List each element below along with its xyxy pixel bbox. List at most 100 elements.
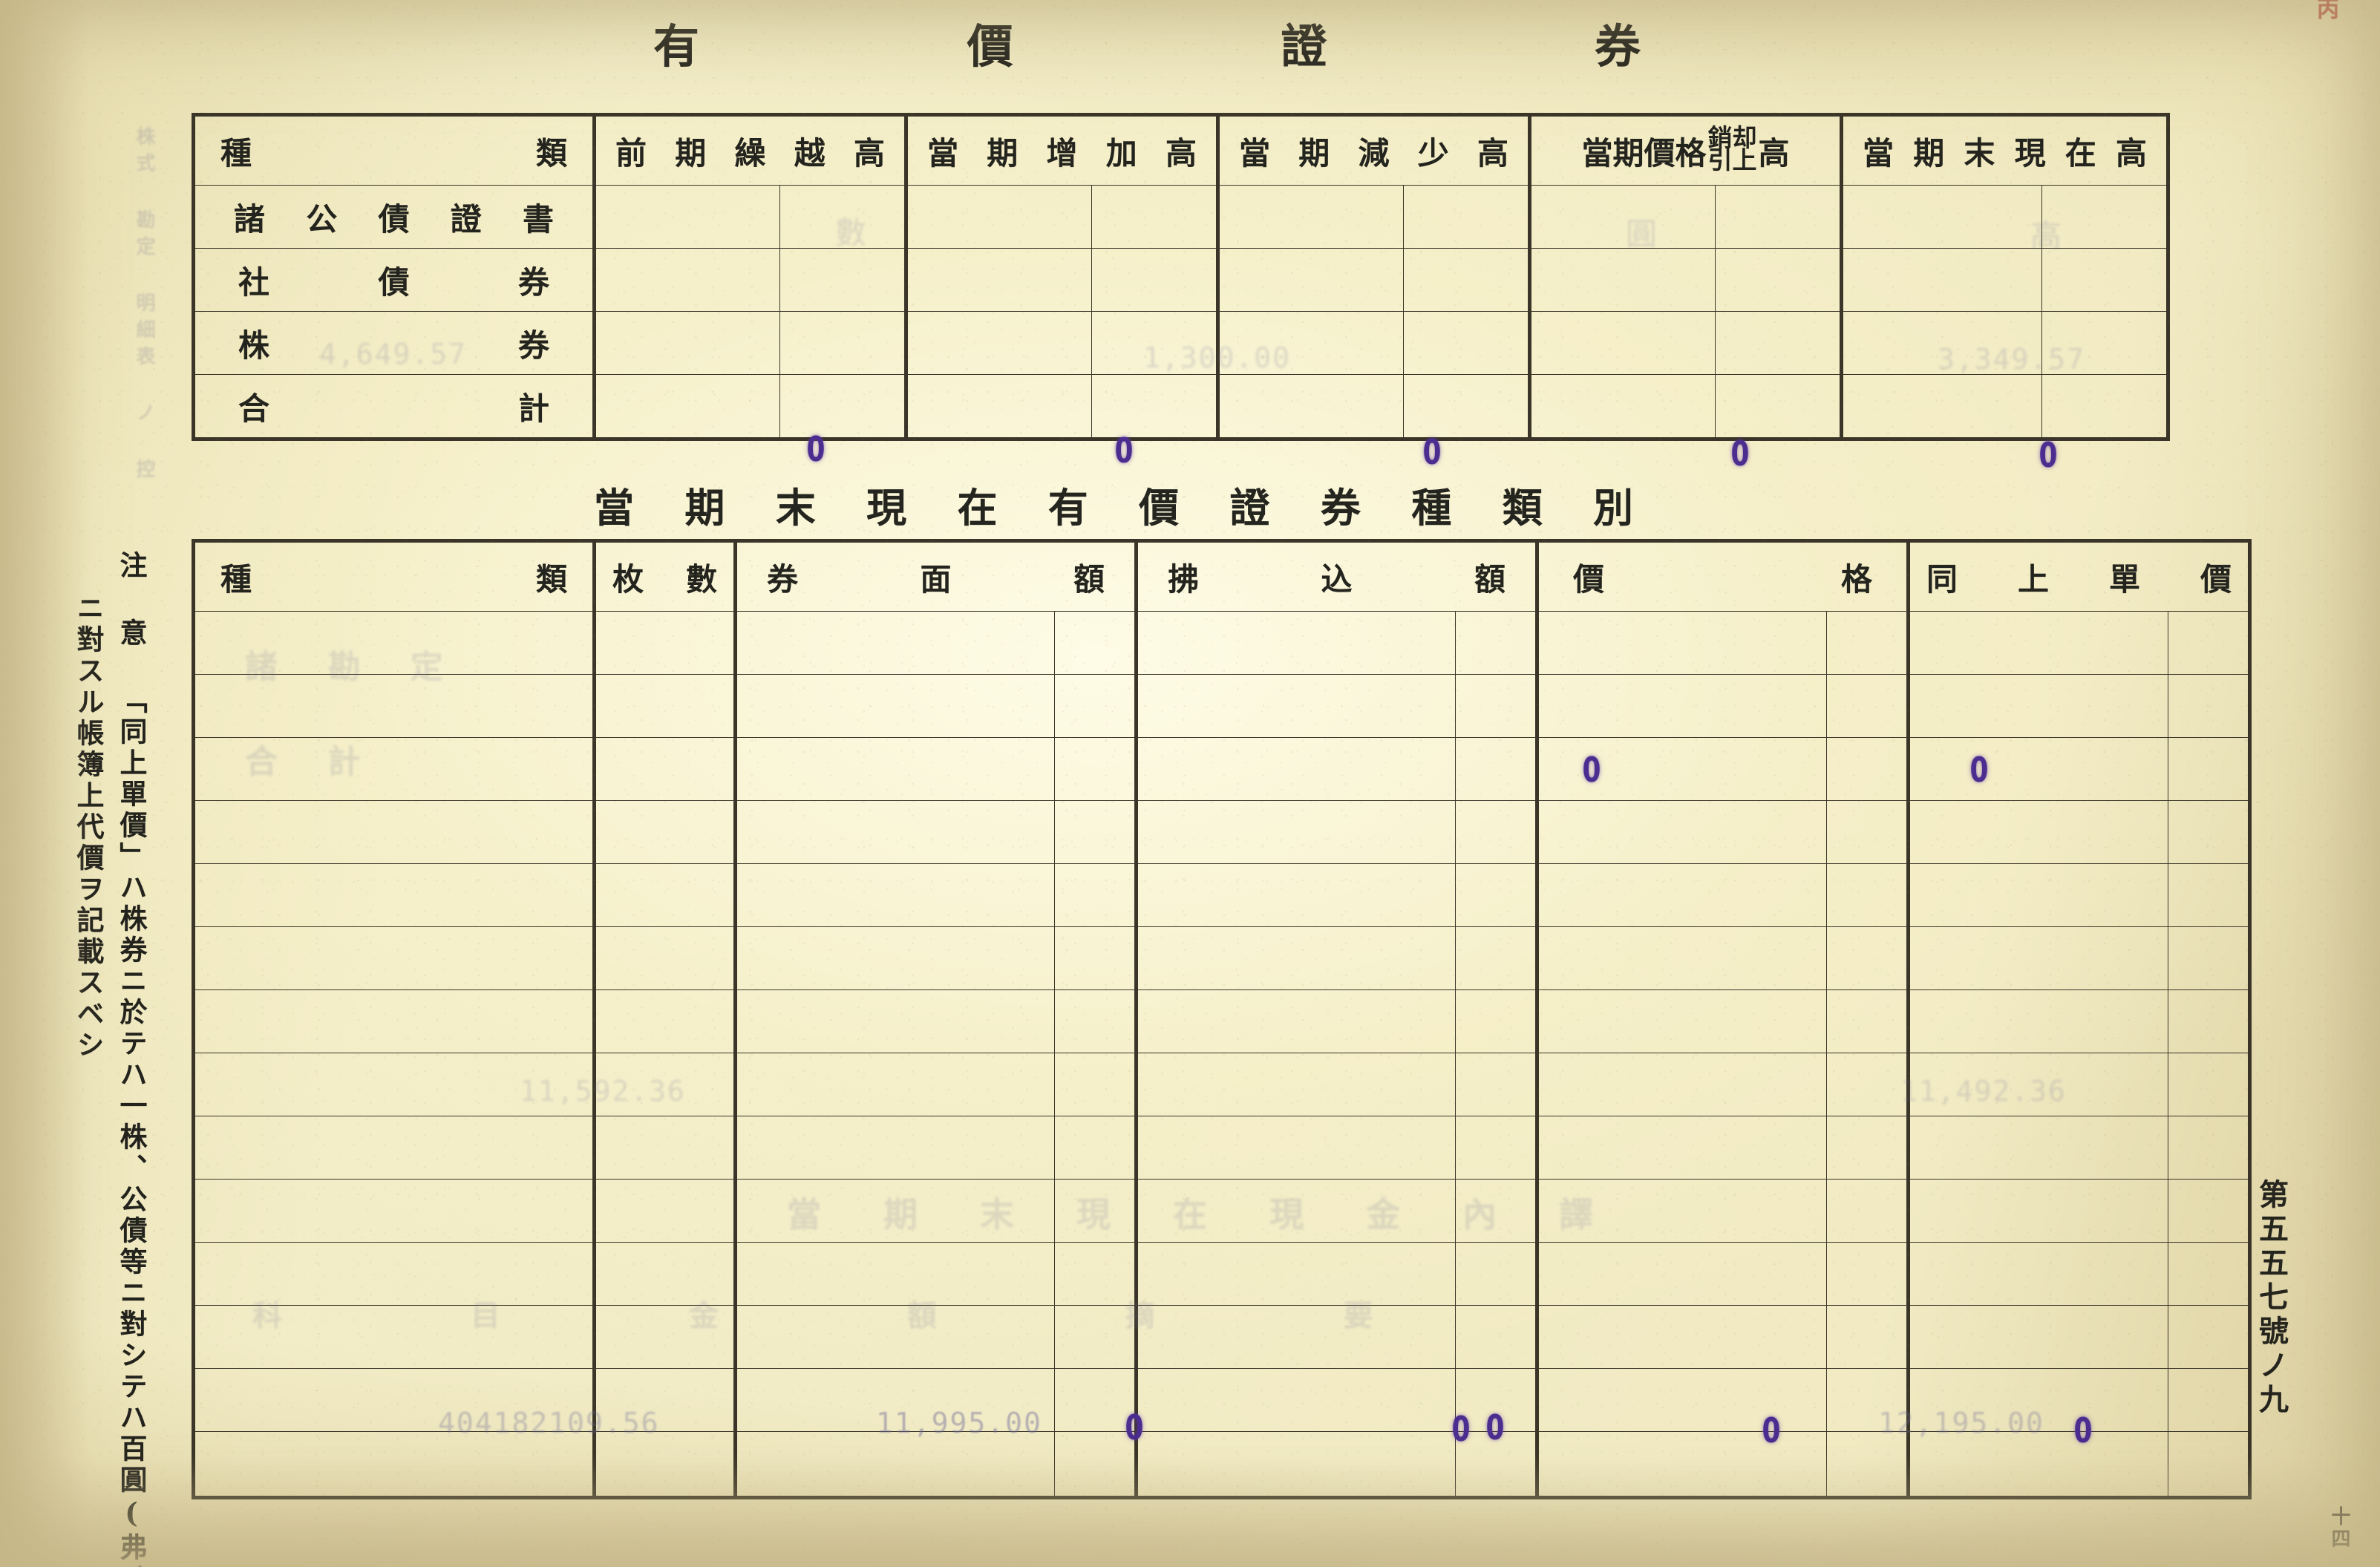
cell bbox=[1826, 1116, 1909, 1180]
cell bbox=[733, 863, 1055, 927]
cell bbox=[2168, 800, 2252, 864]
cell bbox=[1134, 1305, 1457, 1369]
cell bbox=[1715, 248, 1843, 312]
cell bbox=[1906, 989, 2169, 1053]
cell bbox=[2168, 1368, 2252, 1432]
cell bbox=[1840, 374, 2043, 441]
cell bbox=[2041, 311, 2171, 375]
cell bbox=[2168, 1053, 2252, 1116]
cell bbox=[1134, 1053, 1457, 1116]
cell bbox=[1455, 674, 1538, 738]
cell bbox=[1528, 185, 1716, 249]
cell bbox=[1535, 1242, 1828, 1306]
th-period-increase: 當 期 增 加 高 bbox=[904, 113, 1219, 186]
cell bbox=[1134, 1116, 1457, 1180]
cell bbox=[1134, 926, 1457, 990]
cell bbox=[1535, 1116, 1828, 1180]
cell bbox=[1403, 185, 1531, 249]
cell bbox=[1053, 1368, 1137, 1432]
note-line-1: 注 意 「同上單價」ハ株券ニ於テハ一株、公債等ニ對シテハ百圓(弗、元等) bbox=[115, 551, 148, 1567]
th2-sheet-count: 枚 數 bbox=[592, 539, 736, 612]
cell bbox=[1826, 863, 1909, 927]
cell bbox=[1535, 1305, 1828, 1369]
cell bbox=[192, 1368, 595, 1432]
cell bbox=[1840, 185, 2043, 249]
th-period-writedown: 當期價格 銷却 引上 高 bbox=[1528, 113, 1843, 186]
cell bbox=[1826, 1431, 1909, 1499]
cell bbox=[733, 1242, 1055, 1306]
table-row bbox=[192, 1116, 2252, 1180]
table-row: 株 券 bbox=[192, 311, 2171, 375]
cell bbox=[192, 737, 595, 801]
table-row bbox=[192, 926, 2252, 990]
cell bbox=[2168, 926, 2252, 990]
cell bbox=[1455, 989, 1538, 1053]
cell bbox=[1906, 737, 2169, 801]
cell bbox=[1455, 1179, 1538, 1243]
cell bbox=[1134, 1431, 1457, 1499]
th-prev-carryover: 前 期 繰 越 高 bbox=[592, 113, 907, 186]
cell bbox=[192, 1116, 595, 1180]
cell bbox=[1091, 311, 1219, 375]
cell bbox=[733, 1305, 1055, 1369]
cell bbox=[1053, 737, 1137, 801]
cell bbox=[1455, 1368, 1538, 1432]
table-row bbox=[192, 989, 2252, 1053]
cell bbox=[192, 863, 595, 927]
cell bbox=[1053, 1242, 1137, 1306]
th-period-decrease: 當 期 減 少 高 bbox=[1216, 113, 1531, 186]
table2-body bbox=[192, 611, 2252, 1432]
cell bbox=[1053, 611, 1137, 675]
securities-breakdown-table: 種 類 枚 數 券 面 額 拂 込 bbox=[192, 539, 2252, 1499]
cell bbox=[904, 374, 1093, 441]
table-row bbox=[192, 1053, 2252, 1116]
cell bbox=[1535, 863, 1828, 927]
cell bbox=[1053, 1116, 1137, 1180]
cell bbox=[1455, 737, 1538, 801]
cell bbox=[1535, 611, 1828, 675]
cell bbox=[592, 674, 736, 738]
cell bbox=[779, 248, 907, 312]
table-row: 社 債 券 bbox=[192, 248, 2171, 312]
cell bbox=[1053, 800, 1137, 864]
table-row bbox=[192, 1242, 2252, 1306]
th-period-end-balance: 當 期 末 現 在 高 bbox=[1840, 113, 2171, 186]
cell bbox=[1826, 1368, 1909, 1432]
th2-face-value: 券 面 額 bbox=[733, 539, 1137, 612]
cell bbox=[592, 248, 780, 312]
title-char-3: 證 bbox=[1281, 19, 1327, 73]
cell bbox=[1403, 311, 1531, 375]
cell bbox=[1906, 863, 2169, 927]
cell bbox=[2168, 1305, 2252, 1369]
cell bbox=[1134, 863, 1457, 927]
cell bbox=[592, 1368, 736, 1432]
table2-header-row: 種 類 枚 數 券 面 額 拂 込 bbox=[192, 539, 2252, 612]
cell bbox=[1455, 863, 1538, 927]
cell bbox=[1535, 926, 1828, 990]
cell bbox=[1455, 611, 1538, 675]
cell bbox=[2168, 863, 2252, 927]
cell bbox=[1535, 1368, 1828, 1432]
cell bbox=[192, 1179, 595, 1243]
cell bbox=[1216, 185, 1405, 249]
cell bbox=[1455, 1053, 1538, 1116]
cell bbox=[2041, 248, 2171, 312]
cell bbox=[733, 1368, 1055, 1432]
cell bbox=[1906, 1368, 2169, 1432]
cell bbox=[192, 674, 595, 738]
row-label-total: 合 計 bbox=[192, 374, 595, 441]
cell bbox=[192, 1242, 595, 1306]
cell bbox=[733, 611, 1055, 675]
cell bbox=[2168, 1431, 2252, 1499]
cell bbox=[192, 989, 595, 1053]
cell bbox=[1134, 800, 1457, 864]
cell bbox=[1840, 311, 2043, 375]
cell bbox=[904, 311, 1093, 375]
cell bbox=[1455, 926, 1538, 990]
cell bbox=[1134, 1368, 1457, 1432]
cell bbox=[1826, 674, 1909, 738]
cell bbox=[1053, 989, 1137, 1053]
cell bbox=[592, 989, 736, 1053]
table-row bbox=[192, 800, 2252, 864]
